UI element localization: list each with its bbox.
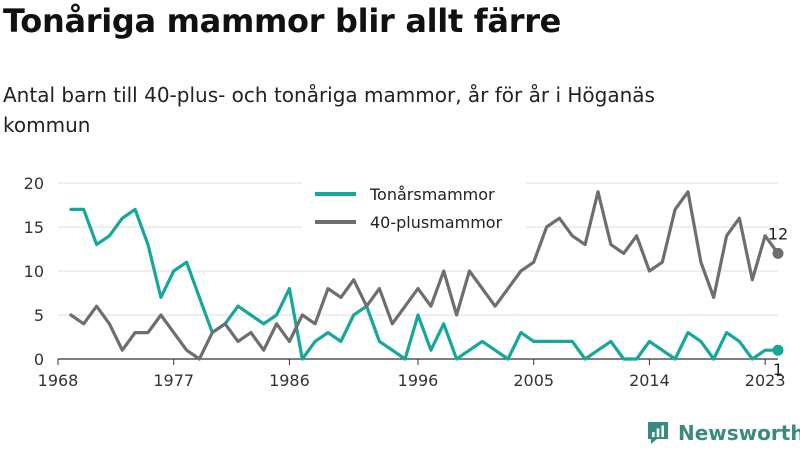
legend-label: 40-plusmammor	[370, 213, 503, 232]
end-markers: 1 12	[768, 224, 788, 379]
newsworthy-logo-text: Newsworthy	[678, 421, 800, 445]
x-tick-label: 1986	[269, 371, 310, 390]
y-tick-label: 10	[24, 262, 44, 281]
x-tick-label: 2023	[745, 371, 786, 390]
x-tick-label: 2005	[513, 371, 554, 390]
legend-label: Tonårsmammor	[369, 185, 495, 204]
y-tick-label: 15	[24, 218, 44, 237]
newsworthy-logo: Newsworthy	[646, 420, 800, 446]
x-tick-label: 2014	[629, 371, 670, 390]
series-lines	[69, 190, 780, 361]
x-tick-label: 1977	[153, 371, 194, 390]
y-tick-label: 20	[24, 174, 44, 193]
end-value-label: 1	[773, 360, 783, 379]
y-axis: 0 5 10 15 20	[24, 174, 44, 369]
x-tick-label: 1996	[398, 371, 439, 390]
chart-subtitle: Antal barn till 40-plus- och tonåriga ma…	[3, 83, 655, 137]
series-line-1	[69, 190, 780, 361]
newsworthy-logo-icon	[648, 422, 668, 444]
end-value-label: 12	[768, 224, 788, 243]
end-point-marker	[772, 247, 784, 259]
series-line-0	[69, 207, 780, 361]
y-tick-label: 0	[34, 350, 44, 369]
end-point-marker	[772, 344, 784, 356]
x-axis: 1968 1977 1986 1996 2005 2014 2023	[38, 359, 786, 390]
x-tick-label: 1968	[38, 371, 79, 390]
legend: Tonårsmammor 40-plusmammor	[302, 180, 526, 232]
chart-title: Tonåriga mammor blir allt färre	[3, 2, 562, 40]
y-tick-label: 5	[34, 306, 44, 325]
